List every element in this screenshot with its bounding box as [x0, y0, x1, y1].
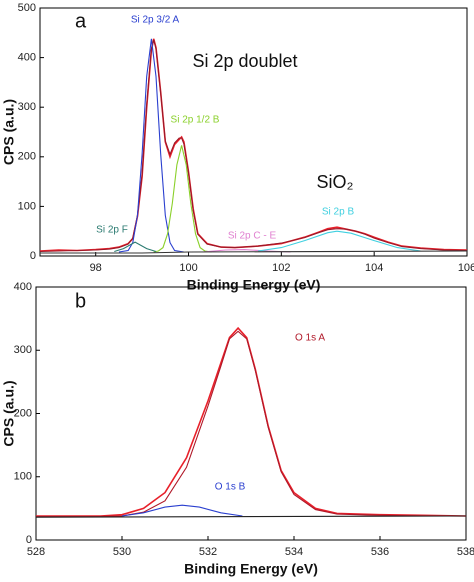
- plot-frame: [35, 286, 467, 541]
- annotation: Si 2p doublet: [192, 51, 297, 71]
- x-tick-label: 536: [371, 546, 389, 558]
- x-tick-label: 100: [179, 262, 197, 274]
- x-axis-label: Binding Energy (eV): [187, 277, 321, 293]
- data-line: [36, 330, 466, 518]
- component-label: O 1s B: [215, 482, 246, 493]
- data-line: [118, 38, 184, 253]
- y-tick-label: 500: [18, 2, 36, 14]
- component-label: Si 2p B: [322, 207, 355, 218]
- x-tick-label: 106: [458, 262, 474, 274]
- y-tick-label: 300: [18, 101, 36, 113]
- component-label: Si 2p C - E: [228, 231, 277, 242]
- data-line: [36, 326, 467, 517]
- y-axis-label: CPS (a.u.): [1, 380, 17, 446]
- x-axis-label: Binding Energy (eV): [184, 561, 318, 577]
- data-line: [39, 39, 468, 253]
- data-line: [40, 250, 468, 254]
- y-tick-label: 0: [26, 534, 32, 546]
- y-tick-label: 400: [14, 281, 32, 293]
- x-tick-label: 98: [90, 262, 102, 274]
- y-tick-label: 100: [18, 200, 36, 212]
- data-line: [258, 230, 421, 252]
- component-label: Si 2p F: [96, 225, 128, 236]
- data-line: [121, 504, 243, 517]
- x-tick-label: 532: [199, 546, 217, 558]
- annotation: SiO₂: [317, 172, 354, 192]
- x-tick-label: 102: [272, 262, 290, 274]
- x-tick-label: 538: [457, 546, 474, 558]
- data-line: [153, 145, 212, 253]
- x-tick-label: 104: [365, 262, 383, 274]
- component-label: O 1s A: [295, 333, 325, 344]
- y-axis-label: CPS (a.u.): [1, 99, 17, 165]
- y-tick-label: 400: [18, 52, 36, 64]
- y-tick-label: 100: [14, 471, 32, 483]
- annotation: a: [75, 10, 87, 32]
- y-tick-label: 300: [14, 344, 32, 356]
- y-tick-label: 200: [14, 407, 32, 419]
- data-line: [114, 241, 157, 253]
- x-tick-label: 530: [113, 546, 131, 558]
- data-line: [35, 515, 467, 518]
- y-tick-label: 200: [18, 151, 36, 163]
- component-label: Si 2p 3/2 A: [131, 15, 180, 26]
- annotation: b: [75, 290, 86, 312]
- component-label: Si 2p 1/2 B: [171, 115, 220, 126]
- y-tick-label: 0: [30, 250, 36, 262]
- x-tick-label: 534: [285, 546, 303, 558]
- x-tick-label: 528: [27, 546, 45, 558]
- plot-frame: [39, 7, 468, 257]
